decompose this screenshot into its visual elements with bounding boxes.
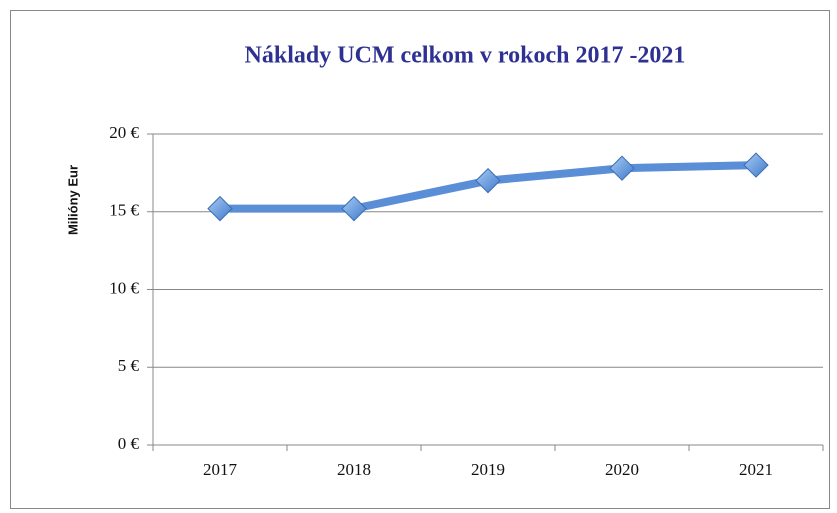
x-tick-label: 2018 (337, 460, 371, 479)
y-tick-label: 0 € (118, 434, 140, 453)
y-tick-label: 5 € (118, 356, 140, 375)
marker (609, 155, 635, 181)
x-tick-label: 2020 (605, 460, 639, 479)
y-tick-label: 20 € (109, 123, 139, 142)
marker (743, 152, 769, 178)
x-tick-label: 2017 (203, 460, 238, 479)
marker (207, 195, 233, 222)
y-axis-label: Milióny Eur (65, 165, 80, 235)
x-tick-label: 2019 (471, 460, 505, 479)
marker (341, 195, 367, 222)
chart-title: Náklady UCM celkom v rokoch 2017 -2021 (245, 43, 686, 69)
x-tick-label: 2021 (739, 460, 773, 479)
chart-frame (10, 10, 830, 509)
marker (475, 167, 501, 194)
y-tick-label: 10 € (109, 278, 139, 297)
y-tick-label: 15 € (109, 201, 139, 220)
